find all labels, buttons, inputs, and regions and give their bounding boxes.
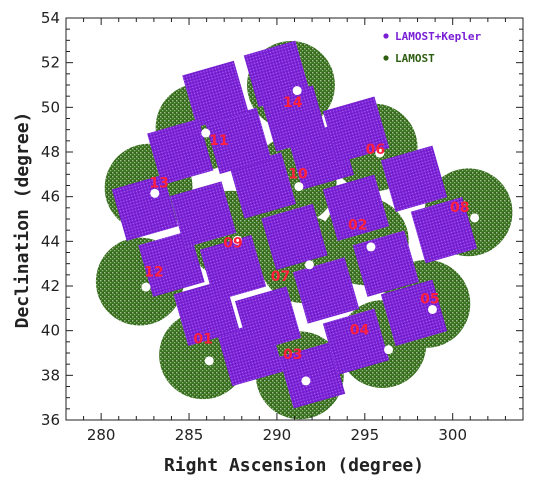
kepler-ccd-6	[234, 286, 302, 353]
field-label-10: 10	[288, 166, 308, 182]
kepler-ccd-4	[380, 279, 448, 346]
kepler-ccd-13	[322, 174, 390, 241]
field-label-03: 03	[283, 347, 302, 363]
field-label-04: 04	[350, 323, 370, 339]
x-tick-label: 280	[87, 426, 116, 444]
y-tick-label: 48	[41, 143, 60, 161]
y-tick-label: 42	[41, 277, 60, 295]
kepler-ccd-17	[229, 152, 297, 219]
kepler-ccd-9	[410, 197, 478, 264]
bright-star-hole-9	[232, 235, 242, 245]
bright-star-hole-12	[141, 282, 151, 292]
kepler-ccd-group	[111, 40, 478, 409]
legend: LAMOST+Kepler LAMOST	[383, 30, 481, 65]
y-tick-label: 50	[41, 98, 60, 116]
legend-label-lamost: LAMOST	[395, 52, 435, 65]
field-label-14: 14	[283, 95, 303, 111]
y-tick-label: 52	[41, 54, 60, 72]
field-label-08: 08	[450, 200, 469, 216]
kepler-ccd-3	[322, 308, 390, 375]
field-label-05: 05	[420, 291, 439, 307]
x-tick-label: 285	[175, 426, 204, 444]
y-axis: 36 38 40 42 44 46 48 50 52 54	[41, 9, 523, 429]
legend-marker-lamost	[383, 55, 389, 61]
kepler-ccd-14	[380, 145, 448, 212]
field-label-02: 02	[348, 218, 367, 234]
kepler-ccd-2	[278, 342, 346, 409]
field-label-12: 12	[144, 265, 163, 281]
kepler-ccd-12	[261, 203, 328, 271]
bright-star-hole-7	[304, 260, 314, 270]
field-label-13: 13	[149, 175, 168, 191]
bright-star-hole-2	[366, 242, 376, 252]
y-tick-label: 40	[41, 322, 60, 340]
bright-star-hole-13	[150, 188, 160, 198]
kepler-ccd-15	[111, 174, 179, 241]
bright-star-hole-6	[375, 148, 385, 158]
kepler-ccd-10	[138, 230, 205, 297]
kepler-ccd-7	[292, 257, 360, 324]
kepler-ccd-21	[261, 85, 328, 152]
y-tick-label: 36	[41, 411, 60, 429]
legend-marker-lamost-kepler	[383, 33, 389, 39]
bright-star-hole-14	[292, 86, 302, 96]
kepler-ccd-20	[205, 107, 272, 174]
kepler-ccd-23	[182, 60, 249, 128]
x-tick-label: 295	[350, 426, 379, 444]
bright-star-hole-3	[301, 376, 311, 386]
kepler-ccd-11	[199, 234, 267, 302]
y-tick-label: 38	[41, 366, 60, 384]
kepler-ccd-19	[147, 118, 214, 186]
field-label-06: 06	[366, 142, 385, 158]
y-axis-title: Declination (degree)	[12, 112, 33, 329]
bright-star-hole-5	[427, 304, 437, 314]
legend-label-lamost-kepler: LAMOST+Kepler	[395, 30, 481, 43]
y-tick-label: 44	[41, 232, 60, 250]
bright-star-holes	[141, 86, 480, 386]
field-label-01: 01	[193, 332, 212, 348]
x-axis: 280 285 290 295 300	[65, 18, 524, 444]
kepler-ccd-16	[169, 181, 237, 248]
bright-star-hole-4	[384, 345, 394, 355]
bright-star-hole-11	[201, 128, 211, 138]
bright-star-hole-10	[294, 182, 304, 192]
field-label-07: 07	[271, 269, 290, 285]
x-tick-label: 300	[438, 426, 467, 444]
bright-star-hole-1	[204, 356, 214, 366]
kepler-ccd-22	[322, 96, 390, 163]
y-tick-label: 46	[41, 188, 60, 206]
y-tick-label: 54	[41, 9, 60, 27]
x-tick-label: 290	[263, 426, 292, 444]
field-label-09: 09	[223, 236, 242, 252]
field-label-group: 01 02 03 04 05 06 07 08 09 10 11 12 13 14	[144, 95, 469, 363]
field-label-11: 11	[209, 133, 228, 149]
x-axis-title: Right Ascension (degree)	[164, 455, 424, 476]
bright-star-hole-8	[470, 213, 480, 223]
